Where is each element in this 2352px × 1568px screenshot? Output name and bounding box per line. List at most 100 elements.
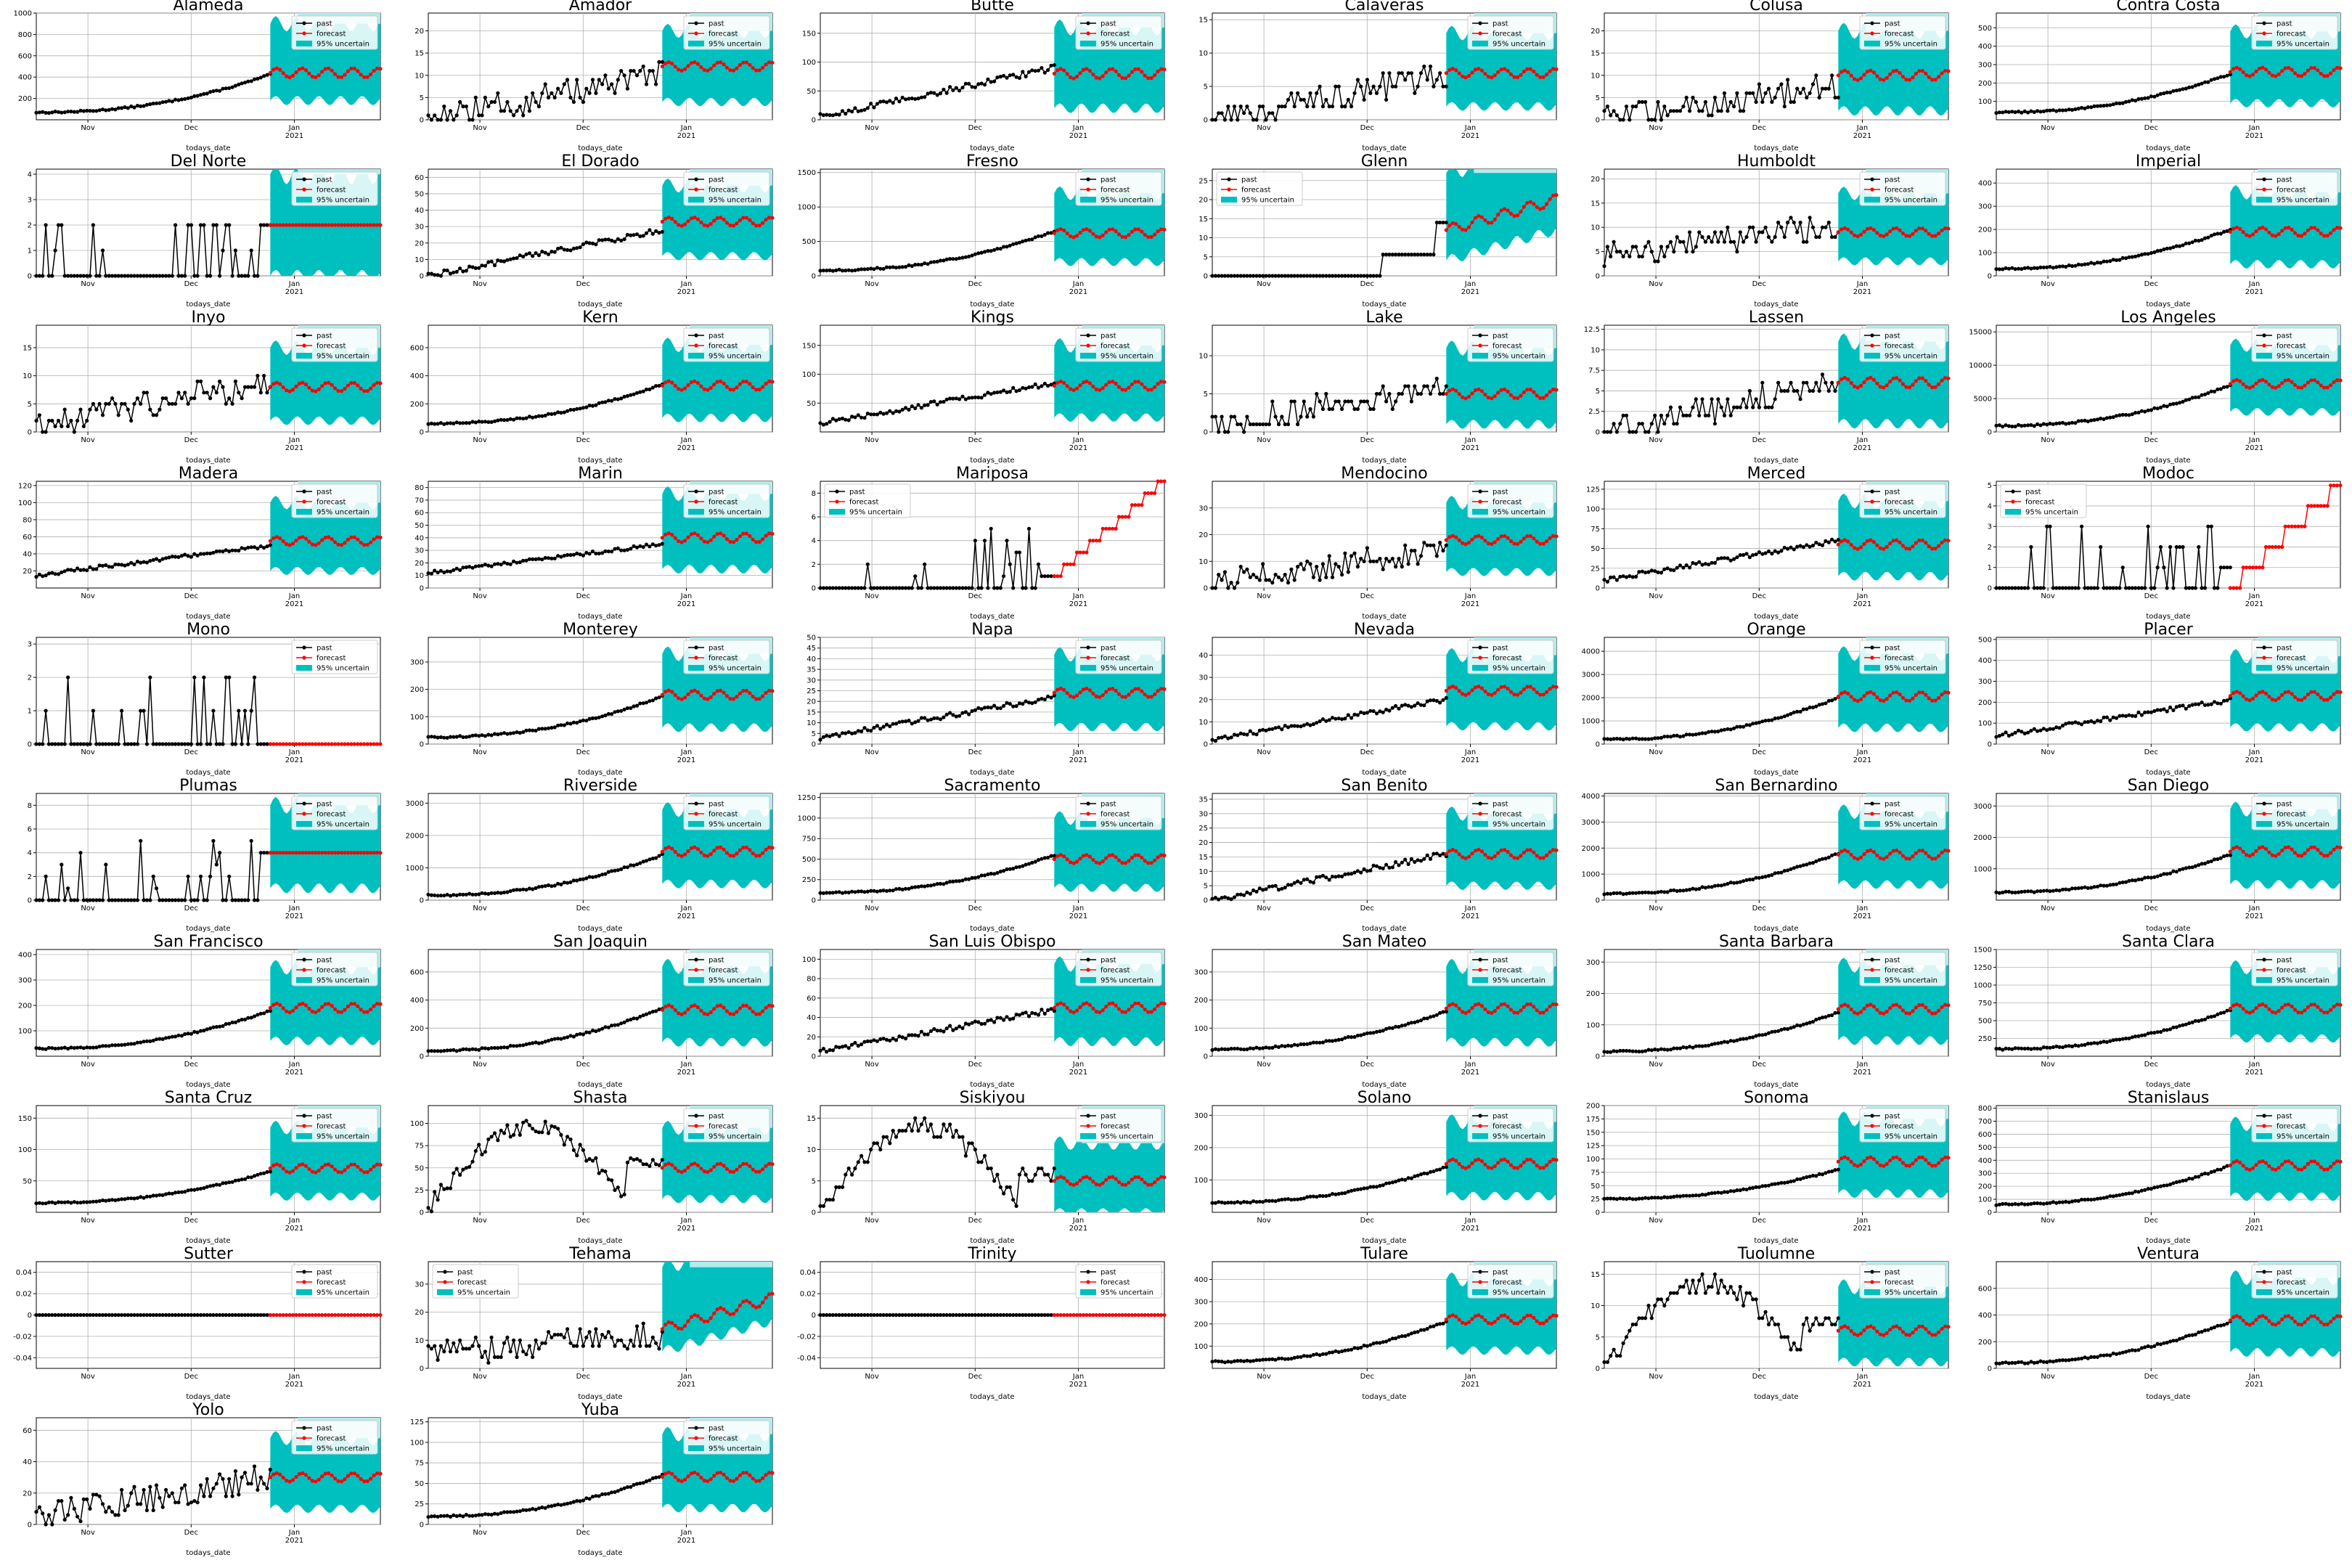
y-tick-label: 1000 — [798, 814, 816, 822]
past-point — [1760, 99, 1765, 105]
past-point — [227, 396, 232, 401]
forecast-point — [1904, 547, 1908, 551]
forecast-point — [2309, 690, 2314, 694]
past-point — [1640, 422, 1644, 426]
forecast-point — [1882, 547, 1886, 551]
past-point — [1340, 573, 1344, 577]
forecast-point — [2270, 233, 2274, 237]
chart-title: Lassen — [1749, 309, 1804, 327]
past-point — [2041, 586, 2046, 590]
past-point — [834, 586, 838, 590]
past-point — [660, 60, 664, 64]
past-point — [1416, 391, 1420, 396]
past-point — [2124, 99, 2128, 104]
past-point — [2184, 398, 2188, 402]
x-tick-label: Nov — [81, 592, 95, 600]
forecast-point — [1055, 380, 1060, 385]
past-point — [1602, 109, 1606, 113]
past-point — [1614, 430, 1619, 434]
past-point — [897, 409, 902, 414]
forecast-point — [274, 742, 279, 746]
past-point — [562, 82, 566, 86]
past-point — [429, 571, 434, 576]
past-point — [844, 586, 848, 590]
forecast-point — [2241, 230, 2245, 234]
legend-label: 95% uncertain — [317, 41, 369, 49]
forecast-point — [301, 742, 305, 746]
past-point — [2051, 422, 2055, 426]
past-point — [1824, 701, 1828, 706]
forecast-point — [2332, 692, 2336, 696]
past-point — [641, 64, 645, 69]
past-point — [69, 418, 73, 423]
forecast-point — [1078, 550, 1082, 555]
forecast-point — [695, 62, 701, 66]
forecast-point — [310, 742, 314, 746]
past-point — [66, 568, 70, 572]
legend-label: forecast — [849, 499, 879, 507]
forecast-point — [2335, 690, 2340, 694]
y-tick-label: 4 — [28, 171, 32, 179]
forecast-point — [695, 690, 701, 695]
forecast-point — [346, 69, 350, 73]
past-point — [1716, 557, 1720, 561]
forecast-point — [1875, 74, 1879, 78]
past-point — [1428, 391, 1433, 396]
forecast-point — [1904, 78, 1908, 82]
past-point — [139, 274, 143, 278]
forecast-point — [1865, 226, 1870, 231]
legend-marker — [302, 499, 306, 504]
forecast-point — [369, 851, 373, 855]
x-tick-label: Dec — [576, 592, 590, 600]
past-point — [1394, 703, 1398, 709]
forecast-point — [1153, 692, 1157, 697]
forecast-point — [715, 216, 719, 220]
past-point — [1318, 578, 1322, 582]
past-point — [2197, 82, 2201, 87]
legend-box — [683, 327, 770, 362]
past-point — [2080, 524, 2084, 528]
past-point — [888, 586, 892, 590]
forecast-point — [1515, 693, 1520, 697]
past-point — [1324, 575, 1328, 579]
past-point — [2202, 392, 2208, 396]
past-point — [2209, 234, 2213, 238]
past-point — [1694, 732, 1698, 737]
chart-title: Glenn — [1361, 152, 1408, 171]
y-tick-label: 0 — [1596, 585, 1600, 593]
past-point — [2099, 719, 2103, 724]
legend-marker — [694, 187, 698, 192]
x-axis-label: todays_date — [1362, 301, 1406, 309]
forecast-point — [679, 697, 684, 701]
past-point — [1628, 430, 1632, 434]
forecast-point — [1855, 234, 1860, 239]
past-point — [584, 550, 589, 555]
forecast-point — [2254, 565, 2258, 570]
x-axis-label: todays_date — [578, 301, 622, 309]
forecast-point — [1149, 234, 1153, 239]
past-point — [1795, 86, 1800, 91]
forecast-point — [346, 223, 350, 227]
past-point — [126, 274, 130, 278]
forecast-point — [1146, 491, 1151, 495]
past-point — [492, 562, 497, 566]
past-point — [568, 248, 573, 253]
legend-marker — [302, 31, 306, 36]
x-tick-label: Jan — [2248, 436, 2260, 444]
forecast-point — [1094, 387, 1098, 392]
past-point — [2181, 243, 2185, 248]
legend-box — [2251, 15, 2338, 50]
past-point — [837, 113, 841, 117]
past-point — [1049, 383, 1053, 387]
x-tick-label: Dec — [1360, 124, 1374, 132]
forecast-point — [666, 60, 671, 65]
y-tick-label: 35 — [807, 666, 816, 674]
forecast-point — [1911, 383, 1915, 387]
forecast-point — [2247, 74, 2252, 78]
past-point — [613, 397, 617, 401]
past-point — [834, 112, 838, 117]
past-point — [154, 274, 159, 278]
